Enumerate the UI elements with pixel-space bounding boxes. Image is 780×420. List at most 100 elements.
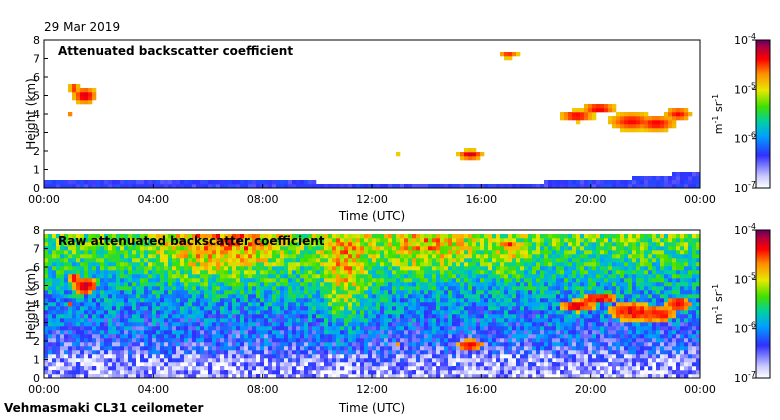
heatmap-cell — [432, 234, 437, 239]
heatmap-cell — [528, 282, 533, 287]
heatmap-cell — [120, 334, 125, 339]
heatmap-cell — [636, 184, 641, 189]
heatmap-cell — [492, 306, 497, 311]
heatmap-cell — [368, 274, 373, 279]
heatmap-cell — [632, 176, 637, 181]
heatmap-cell — [68, 306, 73, 311]
heatmap-cell — [248, 350, 253, 355]
heatmap-cell — [148, 246, 153, 251]
heatmap-cell — [520, 350, 525, 355]
heatmap-cell — [80, 250, 85, 255]
heatmap-cell — [456, 306, 461, 311]
heatmap-cell — [420, 346, 425, 351]
heatmap-cell — [400, 274, 405, 279]
heatmap-cell — [428, 234, 433, 239]
heatmap-cell — [284, 342, 289, 347]
heatmap-cell — [476, 326, 481, 331]
heatmap-cell — [416, 294, 421, 299]
heatmap-cell — [532, 250, 537, 255]
heatmap-cell — [660, 124, 665, 129]
heatmap-cell — [432, 238, 437, 243]
heatmap-cell — [344, 238, 349, 243]
heatmap-cell — [496, 302, 501, 307]
heatmap-cell — [168, 314, 173, 319]
heatmap-cell — [232, 266, 237, 271]
heatmap-cell — [128, 234, 133, 239]
heatmap-cell — [196, 258, 201, 263]
heatmap-cell — [664, 112, 669, 117]
heatmap-cell — [212, 334, 217, 339]
heatmap-cell — [72, 266, 77, 271]
heatmap-cell — [204, 238, 209, 243]
heatmap-cell — [272, 242, 277, 247]
heatmap-cell — [460, 274, 465, 279]
heatmap-cell — [564, 184, 569, 189]
heatmap-cell — [420, 282, 425, 287]
heatmap-cell — [368, 342, 373, 347]
heatmap-cell — [208, 282, 213, 287]
heatmap-cell — [492, 346, 497, 351]
heatmap-cell — [364, 270, 369, 275]
heatmap-cell — [316, 242, 321, 247]
heatmap-cell — [172, 322, 177, 327]
heatmap-cell — [68, 266, 73, 271]
heatmap-cell — [144, 354, 149, 359]
heatmap-cell — [396, 282, 401, 287]
heatmap-cell — [176, 270, 181, 275]
heatmap-cell — [444, 250, 449, 255]
heatmap-cell — [488, 366, 493, 371]
heatmap-cell — [108, 294, 113, 299]
heatmap-cell — [248, 290, 253, 295]
heatmap-cell — [132, 298, 137, 303]
heatmap-cell — [404, 282, 409, 287]
heatmap-cell — [468, 322, 473, 327]
heatmap-cell — [140, 184, 145, 189]
heatmap-cell — [504, 350, 509, 355]
heatmap-cell — [236, 180, 241, 185]
heatmap-cell — [356, 302, 361, 307]
heatmap-cell — [660, 176, 665, 181]
heatmap-cell — [432, 278, 437, 283]
heatmap-cell — [400, 330, 405, 335]
heatmap-cell — [544, 286, 549, 291]
heatmap-cell — [436, 238, 441, 243]
heatmap-cell — [236, 366, 241, 371]
heatmap-cell — [172, 334, 177, 339]
heatmap-cell — [88, 314, 93, 319]
heatmap-cell — [236, 346, 241, 351]
heatmap-cell — [76, 246, 81, 251]
heatmap-cell — [320, 318, 325, 323]
heatmap-cell — [420, 246, 425, 251]
heatmap-cell — [160, 346, 165, 351]
heatmap-cell — [72, 310, 77, 315]
heatmap-cell — [136, 366, 141, 371]
heatmap-cell — [140, 250, 145, 255]
heatmap-cell — [280, 358, 285, 363]
heatmap-cell — [104, 262, 109, 267]
heatmap-cell — [404, 326, 409, 331]
heatmap-cell — [164, 282, 169, 287]
heatmap-cell — [260, 180, 265, 185]
heatmap-cell — [328, 294, 333, 299]
heatmap-cell — [376, 310, 381, 315]
heatmap-cell — [276, 246, 281, 251]
heatmap-cell — [68, 302, 73, 307]
heatmap-cell — [220, 294, 225, 299]
heatmap-cell — [340, 314, 345, 319]
heatmap-cell — [228, 346, 233, 351]
heatmap-cell — [144, 314, 149, 319]
heatmap-cell — [164, 322, 169, 327]
heatmap-cell — [84, 258, 89, 263]
heatmap-cell — [484, 354, 489, 359]
heatmap-cell — [268, 242, 273, 247]
heatmap-cell — [200, 330, 205, 335]
heatmap-cell — [536, 242, 541, 247]
heatmap-cell — [508, 234, 513, 239]
heatmap-cell — [536, 306, 541, 311]
heatmap-cell — [468, 330, 473, 335]
heatmap-cell — [100, 274, 105, 279]
heatmap-cell — [396, 314, 401, 319]
heatmap-cell — [576, 108, 581, 113]
heatmap-cell — [284, 290, 289, 295]
heatmap-cell — [224, 278, 229, 283]
